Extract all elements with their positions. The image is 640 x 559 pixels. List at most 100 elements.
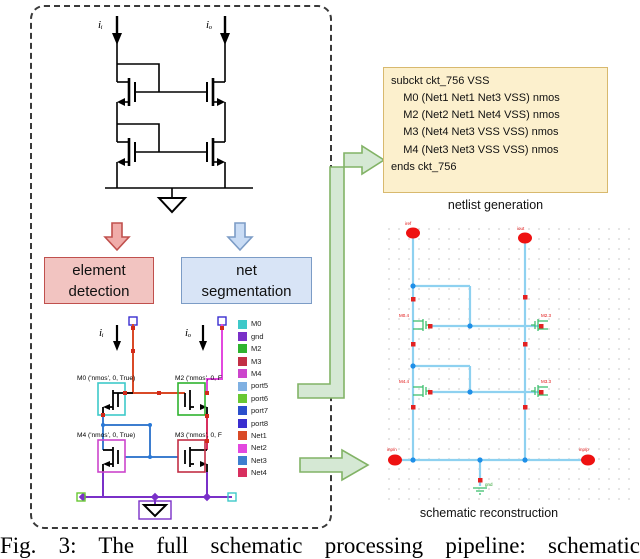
legend-swatch	[238, 418, 247, 428]
port-box-right	[217, 316, 227, 326]
legend-item: port6	[238, 392, 300, 404]
annotated-i-in: iᵢ	[99, 327, 104, 339]
current-in-arrow: iᵢ	[98, 16, 122, 45]
legend-swatch	[238, 406, 247, 416]
annotated-ground-symbol	[141, 504, 169, 518]
reconstruction-caption: schematic reconstruction	[419, 506, 559, 520]
netlist-line: M2 (Net2 Net1 Net4 VSS) nmos	[391, 109, 560, 122]
reconstructed-schematic: iref iout M0.4 M2.3 M4.4 M3.3 inp/n inp/…	[387, 221, 595, 495]
legend-item: Net1	[238, 430, 300, 442]
legend-item: Net4	[238, 467, 300, 479]
recon-ports	[388, 227, 595, 466]
flow-arrows	[297, 144, 386, 482]
netlist-line: ends ckt_756	[391, 160, 457, 173]
legend-swatch	[238, 431, 247, 441]
m4-bbox	[97, 439, 126, 473]
rail-end-box-right	[227, 492, 237, 502]
recon-junctions	[410, 283, 528, 463]
legend-swatch	[238, 319, 247, 329]
netlist-box: subckt ckt_756 VSS M0 (Net1 Net1 Net3 VS…	[383, 67, 608, 193]
recon-device-label: M0.4	[399, 313, 410, 318]
recon-port-label: inp/p	[579, 447, 589, 452]
netlist-caption: netlist generation	[447, 198, 544, 212]
legend-item: M2	[238, 343, 300, 355]
legend-item: Net2	[238, 442, 300, 454]
legend-swatch	[238, 455, 247, 465]
figure-caption: Fig. 3: The full schematic processing pi…	[0, 533, 640, 558]
recon-port-label: iref	[405, 221, 412, 226]
transistor-top-left	[115, 76, 137, 108]
netlist-flow-arrow	[297, 144, 386, 399]
net3-junction	[148, 455, 152, 459]
net3-junction	[101, 423, 105, 427]
legend-swatch	[238, 443, 247, 453]
recon-device-label: M3.3	[541, 379, 552, 384]
current-out-arrow: iₒ	[206, 16, 230, 45]
net-segmentation-box: net segmentation	[181, 257, 312, 304]
recon-port-label: inp/n	[387, 447, 397, 452]
net3-junction	[148, 423, 152, 427]
annotated-schematic: iᵢ iₒ	[76, 316, 237, 520]
netlist-line: M0 (Net1 Net1 Net3 VSS) nmos	[391, 92, 560, 105]
recon-ground-label: gnd	[485, 482, 493, 487]
circuit-wires	[105, 38, 253, 198]
m2-label: M2 ('nmos', 0, F	[175, 375, 222, 382]
legend-item: M0	[238, 318, 300, 330]
reconstruction-flow-arrow	[299, 448, 370, 482]
net2-wire	[206, 324, 223, 393]
recon-wires	[395, 237, 588, 486]
legend-swatch	[238, 369, 247, 379]
legend-swatch	[238, 332, 247, 342]
legend-item: Net3	[238, 454, 300, 466]
legend-swatch	[238, 468, 247, 478]
ground-bbox	[138, 500, 172, 520]
netlist-line: M4 (Net3 Net3 VSS VSS) nmos	[391, 143, 559, 156]
m3-bbox	[177, 439, 206, 473]
recon-port-label: iout	[517, 226, 525, 231]
recon-pins	[411, 295, 544, 483]
transistor-bottom-left	[115, 136, 137, 168]
netlist-line: subckt ckt_756 VSS	[391, 75, 490, 87]
pin-markers	[101, 326, 224, 443]
element-detection-box: element detection	[44, 257, 154, 304]
legend-item: port7	[238, 405, 300, 417]
recon-device-label: M4.4	[399, 379, 410, 384]
element-detection-arrow-icon	[103, 222, 131, 252]
legend-item: M3	[238, 355, 300, 367]
transistor-top-right	[205, 76, 227, 108]
netlist-line: M3 (Net4 Net3 VSS VSS) nmos	[391, 126, 559, 139]
current-out-label: iₒ	[206, 19, 212, 31]
annotation-legend: M0 gnd M2 M3 M4 port5 port6 port7 port8 …	[238, 318, 300, 479]
legend-swatch	[238, 356, 247, 366]
m4-label: M4 ('nmos', 0, True)	[77, 432, 135, 439]
legend-item: port5	[238, 380, 300, 392]
m2-bbox	[177, 382, 206, 416]
step-arrows	[103, 222, 254, 252]
annotated-transistor-glyphs	[102, 390, 208, 472]
recon-ground-icon	[473, 487, 487, 495]
gnd-wire	[83, 472, 232, 505]
recon-device-label: M2.3	[541, 313, 552, 318]
net-segmentation-arrow-icon	[226, 222, 254, 252]
m0-label: M0 ('nmos', 0, True)	[77, 375, 135, 382]
current-in-label: iᵢ	[98, 19, 103, 31]
legend-swatch	[238, 344, 247, 354]
input-schematic: iᵢ iₒ	[98, 16, 253, 214]
legend-item: gnd	[238, 330, 300, 342]
annotated-i-out: iₒ	[185, 327, 191, 339]
legend-item: M4	[238, 368, 300, 380]
ground-symbol	[156, 197, 188, 214]
m0-bbox	[97, 382, 126, 416]
legend-item: port8	[238, 417, 300, 429]
reconstruction-grid	[384, 224, 634, 502]
legend-swatch	[238, 381, 247, 391]
port-box-left	[128, 316, 138, 326]
net1-wire	[125, 324, 185, 394]
annotated-current-arrows: iᵢ iₒ	[99, 325, 207, 351]
recon-transistors	[413, 319, 548, 495]
transistor-bottom-right	[205, 136, 227, 168]
m3-label: M3 ('nmos', 0, F	[175, 432, 222, 439]
legend-swatch	[238, 394, 247, 404]
rail-end-box-left	[76, 492, 86, 502]
